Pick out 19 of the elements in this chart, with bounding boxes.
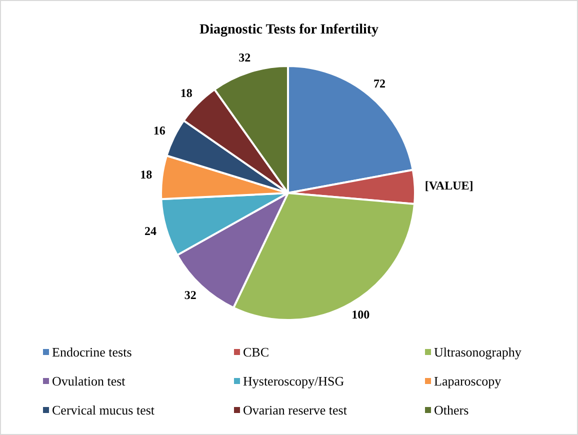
legend-label: Ovulation test: [52, 373, 126, 388]
legend-label: Laparoscopy: [434, 373, 502, 388]
data-label: [VALUE]: [424, 178, 474, 192]
legend-label: Endocrine tests: [52, 344, 132, 360]
legend-label: Others: [434, 402, 469, 418]
legend-label: CBC: [243, 344, 270, 360]
data-label: 32: [238, 50, 251, 65]
legend-label: Ultrasonography: [434, 344, 522, 360]
legend-label: Cervical mucus test: [52, 402, 155, 418]
data-label: 18: [140, 167, 152, 182]
data-label: 16: [153, 123, 166, 138]
data-label: 24: [144, 224, 157, 238]
data-label: 100: [352, 307, 370, 322]
data-label: 32: [184, 288, 196, 302]
data-label: 72: [373, 76, 386, 91]
chart-title: Diagnostic Tests for Infertility: [199, 22, 379, 38]
legend-label: Hysteroscopy/HSG: [243, 373, 344, 388]
data-label: 18: [180, 86, 192, 100]
legend-label: Ovarian reserve test: [243, 402, 348, 418]
